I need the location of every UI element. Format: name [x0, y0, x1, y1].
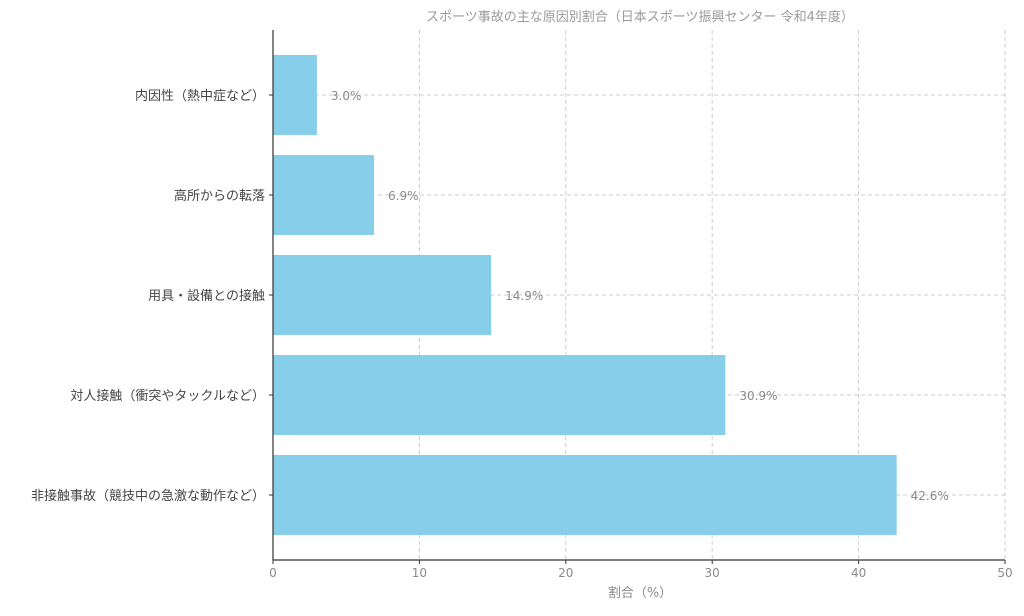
category-label: 用具・設備との接触 — [148, 288, 265, 304]
bar-2 — [273, 255, 492, 335]
category-label: 高所からの転落 — [174, 188, 265, 204]
category-label: 非接触事故（競技中の急激な動作など） — [31, 488, 265, 504]
category-label: 対人接触（衝突やタックルなど） — [70, 388, 265, 404]
x-axis-title: 割合（%） — [608, 585, 672, 601]
value-label: 14.9% — [505, 289, 543, 303]
bars — [273, 55, 897, 535]
x-tick-label: 0 — [269, 566, 277, 580]
category-label: 内因性（熱中症など） — [135, 88, 265, 104]
bar-0 — [273, 455, 897, 535]
x-tick-label: 30 — [705, 566, 720, 580]
chart-title: スポーツ事故の主な原因別割合（日本スポーツ振興センター 令和4年度） — [426, 9, 854, 25]
labels: 0 10 20 30 40 50 非接触事故（競技中の急激な動作など） 対人接触（衝突やタック… — [31, 88, 1013, 580]
axes — [269, 30, 1006, 564]
value-label: 6.9% — [388, 189, 419, 203]
value-label: 3.0% — [331, 89, 362, 103]
bar-3 — [273, 155, 375, 235]
x-tick-label: 50 — [997, 566, 1012, 580]
x-tick-label: 10 — [412, 566, 427, 580]
bar-1 — [273, 355, 726, 435]
bar-4 — [273, 55, 317, 135]
x-tick-label: 20 — [558, 566, 573, 580]
x-tick-label: 40 — [851, 566, 866, 580]
value-label: 42.6% — [911, 489, 949, 503]
value-label: 30.9% — [739, 389, 777, 403]
